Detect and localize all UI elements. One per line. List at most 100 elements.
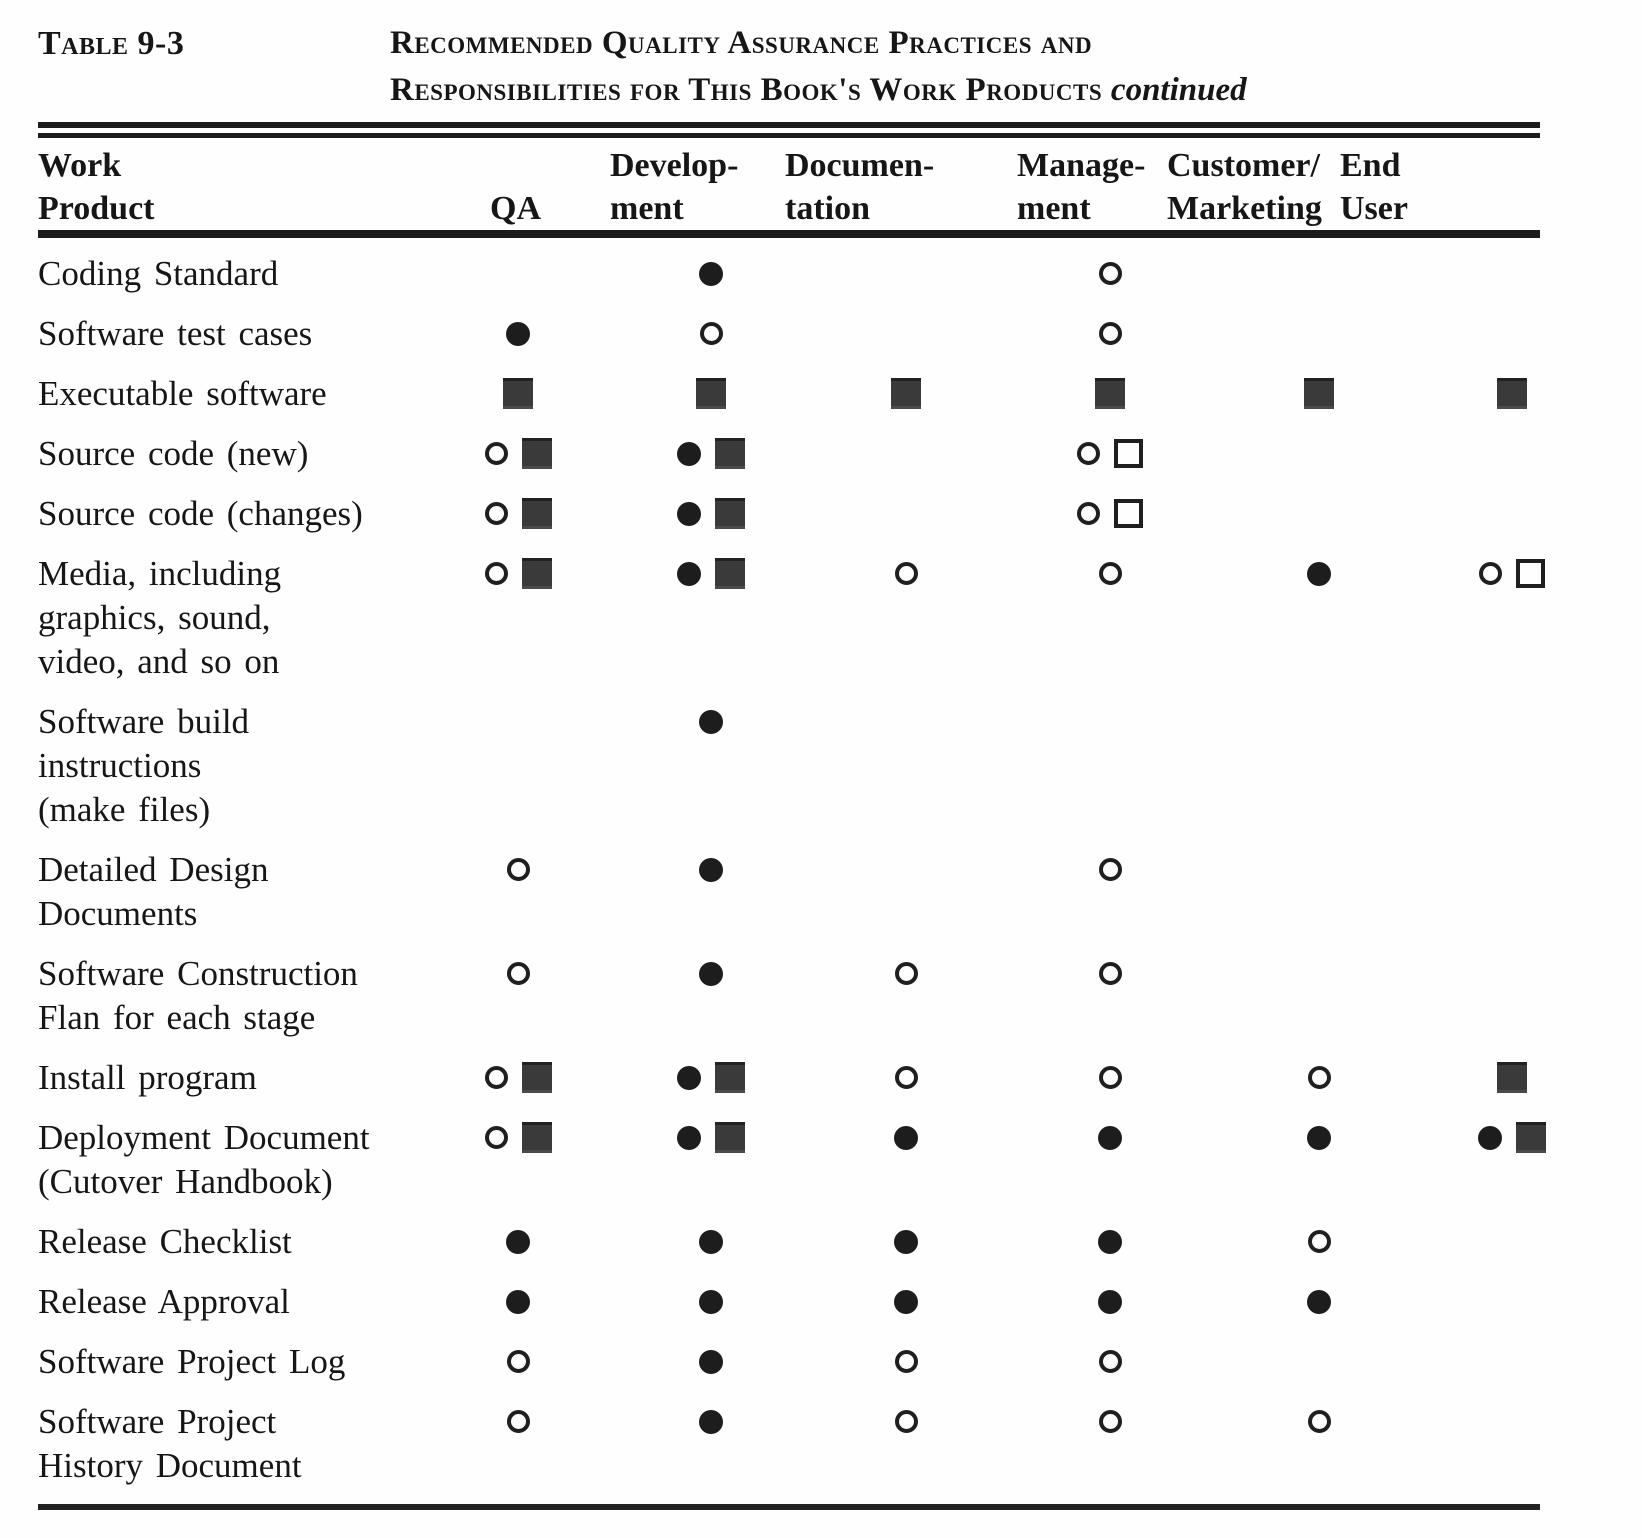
rule-line	[38, 122, 1540, 128]
marker-cell-management	[1018, 492, 1202, 536]
header-bottom-rule	[38, 230, 1540, 238]
table-row: Software Construction Flan for each stage	[38, 952, 1642, 1040]
marker-cell-management	[1018, 1056, 1202, 1100]
open-circle-icon	[484, 1126, 508, 1150]
work-product-label: Deployment Document (Cutover Handbook)	[38, 1116, 408, 1204]
marker-cell-development	[628, 1280, 794, 1324]
open-circle-icon	[1077, 502, 1100, 526]
marker-cell-qa	[408, 1056, 628, 1100]
marker-cell-customer-marketing	[1202, 1280, 1436, 1324]
filled-circle-icon	[699, 1229, 723, 1254]
open-circle-icon	[484, 562, 508, 586]
work-product-label-line: Software test cases	[38, 314, 313, 353]
rule-line	[38, 133, 1540, 138]
filled-circle-icon	[1098, 1125, 1122, 1150]
marker-cell-management	[1018, 372, 1202, 416]
open-circle-icon	[484, 1066, 508, 1090]
column-header-row: Work Product QA Develop- ment Documen- t…	[38, 138, 1642, 230]
marker-cell-development	[628, 1400, 794, 1444]
work-product-label: Source code (new)	[38, 432, 408, 476]
work-product-label: Source code (changes)	[38, 492, 408, 536]
work-product-label: Media, including graphics, sound, video, a…	[38, 552, 408, 684]
work-product-label-line: Release Checklist	[38, 1222, 292, 1261]
marker-cell-documentation	[794, 372, 1018, 416]
marker-cell-customer-marketing	[1202, 552, 1436, 596]
filled-square-icon	[715, 558, 745, 590]
work-product-label-line: graphics, sound,	[38, 598, 271, 637]
open-circle-icon	[484, 502, 508, 526]
work-product-label-line: Software Project Log	[38, 1342, 346, 1381]
marker-cell-end-user	[1436, 1056, 1588, 1100]
filled-circle-icon	[1307, 1289, 1331, 1314]
work-product-label-line: Software Construction	[38, 954, 358, 993]
work-product-label: Detailed Design Documents	[38, 848, 408, 936]
filled-square-icon	[521, 1122, 552, 1154]
table-title-block: Table 9-3 Recommended Quality Assurance …	[38, 20, 1642, 114]
work-product-label-line: Software Project	[38, 1402, 277, 1441]
marker-cell-documentation	[794, 1220, 1018, 1264]
marker-cell-customer-marketing	[1202, 1220, 1436, 1264]
bottom-rule	[38, 1504, 1540, 1510]
marker-cell-qa	[408, 1340, 628, 1384]
marker-cell-management	[1018, 432, 1202, 476]
marker-cell-customer-marketing	[1202, 372, 1436, 416]
open-circle-icon	[1098, 858, 1122, 882]
marker-cell-development	[628, 952, 794, 996]
marker-cell-management	[1018, 552, 1202, 596]
filled-square-icon	[715, 1122, 745, 1154]
filled-circle-icon	[677, 1125, 701, 1150]
work-product-label: Executable software	[38, 372, 408, 416]
open-circle-icon	[1098, 262, 1122, 286]
marker-cell-management	[1018, 1220, 1202, 1264]
open-square-icon	[1114, 499, 1143, 529]
table-row: Deployment Document (Cutover Handbook)	[38, 1116, 1642, 1204]
table-row: Software Project Log	[38, 1340, 1642, 1384]
table-title: Recommended Quality Assurance Practices …	[390, 20, 1247, 114]
table-row: Coding Standard	[38, 252, 1642, 296]
filled-circle-icon	[699, 1349, 723, 1374]
open-circle-icon	[506, 962, 530, 986]
open-circle-icon	[484, 442, 508, 466]
work-product-label-line: Flan for each stage	[38, 998, 316, 1037]
table-row: Executable software	[38, 372, 1642, 416]
filled-circle-icon	[506, 1229, 530, 1254]
work-product-label: Release Approval	[38, 1280, 408, 1324]
filled-square-icon	[715, 1062, 745, 1094]
marker-cell-documentation	[794, 552, 1018, 596]
table-title-line2: Responsibilities for This Book's Work Pr…	[390, 72, 1247, 108]
marker-cell-documentation	[794, 1400, 1018, 1444]
column-header-documentation: Documen- tation	[785, 147, 935, 227]
marker-cell-end-user	[1436, 372, 1588, 416]
top-double-rule	[38, 122, 1540, 138]
filled-circle-icon	[1478, 1125, 1502, 1150]
marker-cell-customer-marketing	[1202, 1116, 1436, 1160]
marker-cell-development	[628, 1056, 794, 1100]
marker-cell-development	[628, 700, 794, 744]
work-product-label: Install program	[38, 1056, 408, 1100]
marker-cell-management	[1018, 1400, 1202, 1444]
marker-cell-qa	[408, 432, 628, 476]
filled-circle-icon	[506, 321, 530, 346]
filled-circle-icon	[506, 1289, 530, 1314]
marker-cell-development	[628, 492, 794, 536]
marker-cell-end-user	[1436, 1116, 1588, 1160]
marker-cell-development	[628, 252, 794, 296]
marker-cell-qa	[408, 312, 628, 356]
table-row: Install program	[38, 1056, 1642, 1100]
open-square-icon	[1516, 559, 1545, 589]
filled-circle-icon	[894, 1125, 918, 1150]
continued-label: continued	[1110, 72, 1247, 108]
filled-circle-icon	[677, 561, 701, 586]
filled-square-icon	[521, 1062, 552, 1094]
table-body: Coding Standard Software test cases Execut…	[38, 252, 1642, 1488]
marker-cell-documentation	[794, 1280, 1018, 1324]
open-circle-icon	[1098, 1350, 1122, 1374]
marker-cell-management	[1018, 252, 1202, 296]
open-circle-icon	[1307, 1410, 1331, 1434]
filled-square-icon	[1304, 378, 1334, 410]
marker-cell-documentation	[794, 1116, 1018, 1160]
column-header-development: Develop- ment	[610, 147, 739, 227]
open-circle-icon	[1098, 562, 1122, 586]
marker-cell-development	[628, 372, 794, 416]
